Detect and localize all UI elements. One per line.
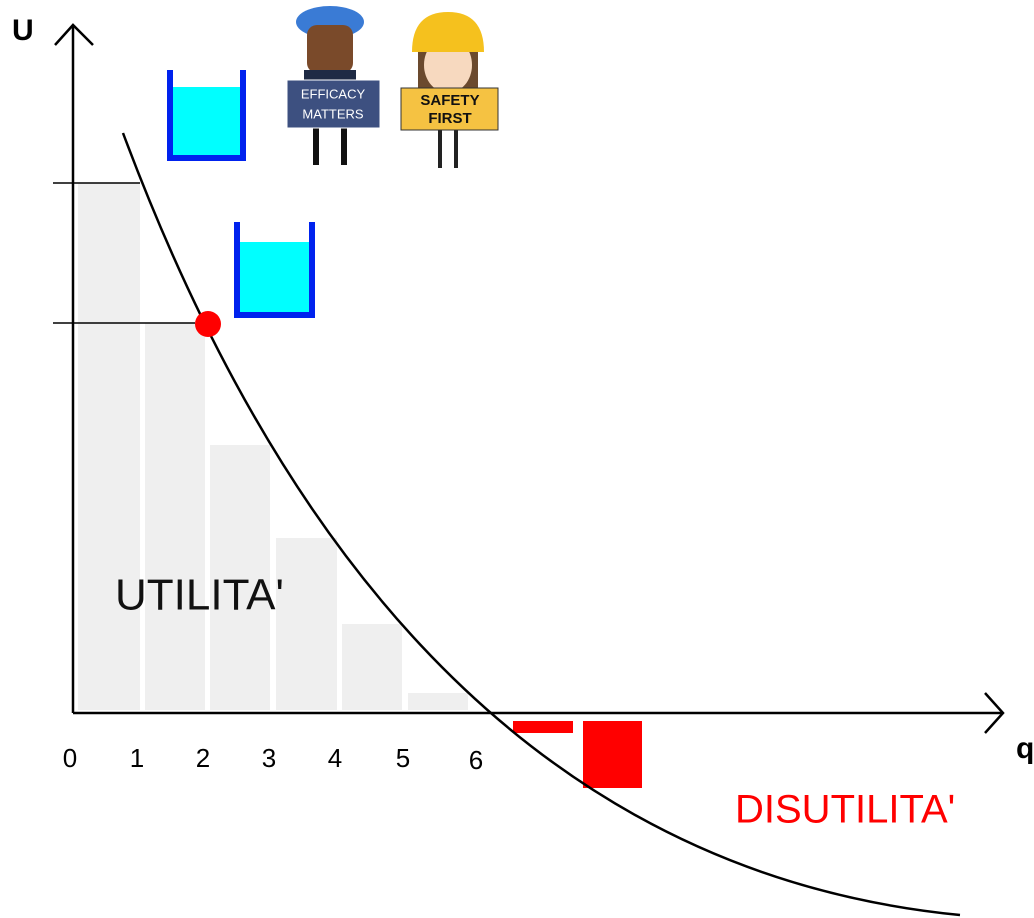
- disutility-bar: [583, 721, 642, 788]
- x-tick-label: 0: [63, 743, 77, 773]
- utility-label: UTILITA': [115, 571, 284, 620]
- disutility-label: DISUTILITA': [735, 788, 955, 832]
- x-tick-label: 4: [328, 743, 342, 773]
- bar: [408, 693, 468, 710]
- bar: [342, 624, 402, 710]
- efficacy-figure: EFFICACY MATTERS: [287, 6, 380, 165]
- x-axis-label: q: [1016, 732, 1034, 765]
- bar: [276, 538, 337, 710]
- x-tick-label: 5: [396, 743, 410, 773]
- x-tick-label: 1: [130, 743, 144, 773]
- disutility-bar: [513, 721, 573, 733]
- sign-text: SAFETY: [420, 92, 479, 109]
- bar: [78, 183, 140, 710]
- x-ticks: 0 1 2 3 4 5 6: [63, 743, 483, 775]
- y-axis-label: U: [12, 14, 34, 47]
- bar: [145, 323, 205, 710]
- sign-text: FIRST: [428, 110, 471, 127]
- point: [195, 311, 221, 337]
- x-tick-label: 3: [262, 743, 276, 773]
- cup: [237, 222, 312, 315]
- sign-text: EFFICACY: [301, 86, 366, 101]
- sign-text: MATTERS: [302, 106, 363, 121]
- x-tick-label: 6: [469, 745, 483, 775]
- diagram: U q 0 1 2 3 4 5 6 UTILITA' DISUTILITA' E…: [0, 0, 1034, 918]
- x-tick-label: 2: [196, 743, 210, 773]
- cup: [170, 70, 243, 158]
- safety-figure: SAFETY FIRST: [401, 12, 498, 168]
